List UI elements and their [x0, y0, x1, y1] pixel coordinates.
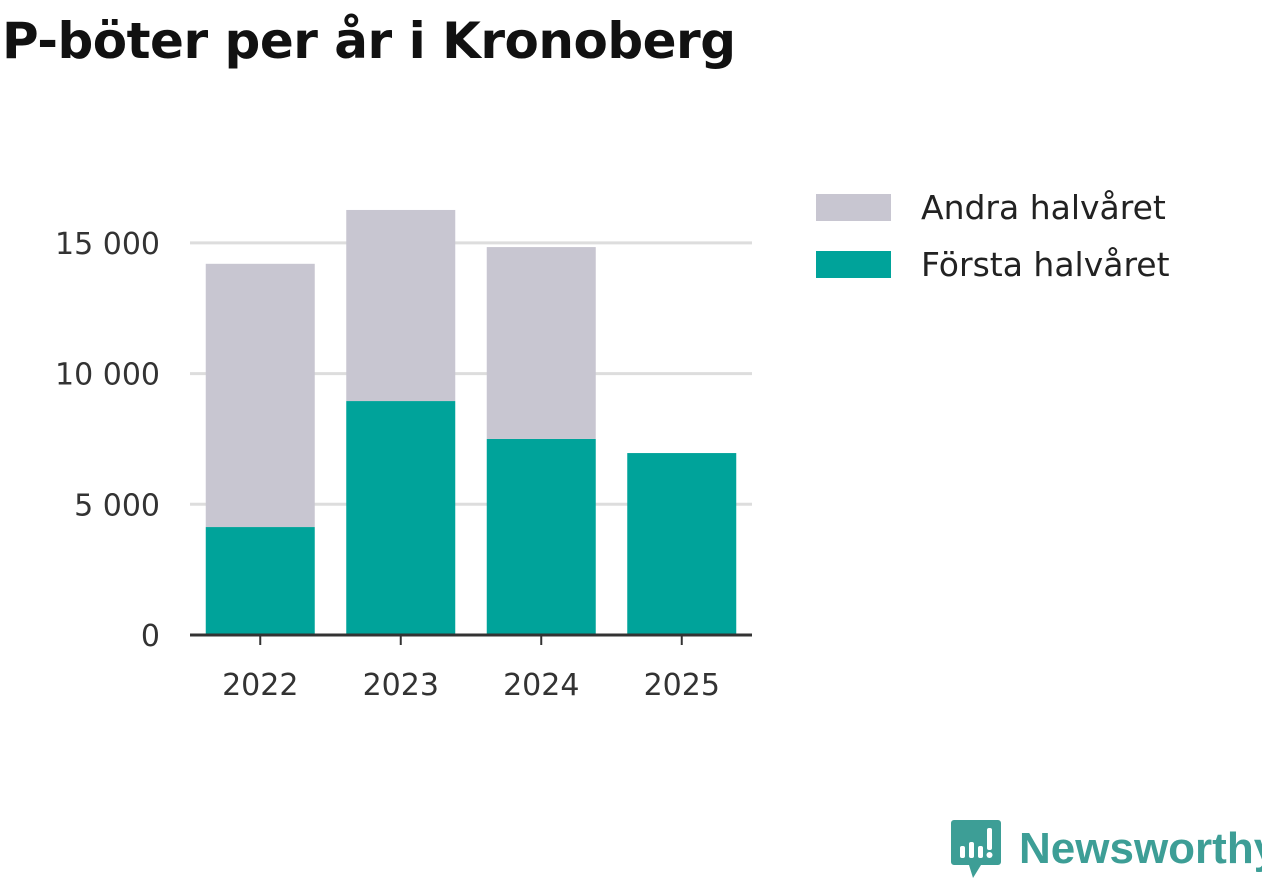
bar-2023-andra	[346, 209, 456, 402]
bar-2025-forsta	[627, 453, 737, 635]
legend-label-forsta: Första halvåret	[921, 245, 1170, 284]
newsworthy-logo-icon	[951, 820, 1001, 878]
x-tick-label: 2022	[222, 668, 298, 703]
bar-2023-forsta	[346, 401, 456, 635]
newsworthy-logo-text: Newsworthy	[1019, 824, 1262, 873]
x-tick-label: 2023	[363, 668, 439, 703]
bar-2024-forsta	[486, 438, 596, 635]
y-tick-label: 10 000	[55, 358, 160, 393]
chart-title: P-böter per år i Kronoberg	[2, 12, 736, 70]
newsworthy-logo: Newsworthy	[951, 820, 1262, 878]
bar-2022-andra	[205, 263, 315, 528]
x-tick-label: 2024	[503, 668, 579, 703]
x-tick-label: 2025	[644, 668, 720, 703]
legend-swatch-andra	[816, 194, 891, 221]
legend-item-forsta: Första halvåret	[816, 245, 1170, 284]
y-tick-label: 15 000	[55, 227, 160, 262]
legend-item-andra: Andra halvåret	[816, 188, 1166, 227]
y-tick-label: 0	[141, 619, 160, 654]
legend-label-andra: Andra halvåret	[921, 188, 1166, 227]
bar-2022-forsta	[205, 527, 315, 635]
y-tick-label: 5 000	[74, 488, 160, 523]
legend-swatch-forsta	[816, 251, 891, 278]
bar-2024-andra	[486, 247, 596, 439]
